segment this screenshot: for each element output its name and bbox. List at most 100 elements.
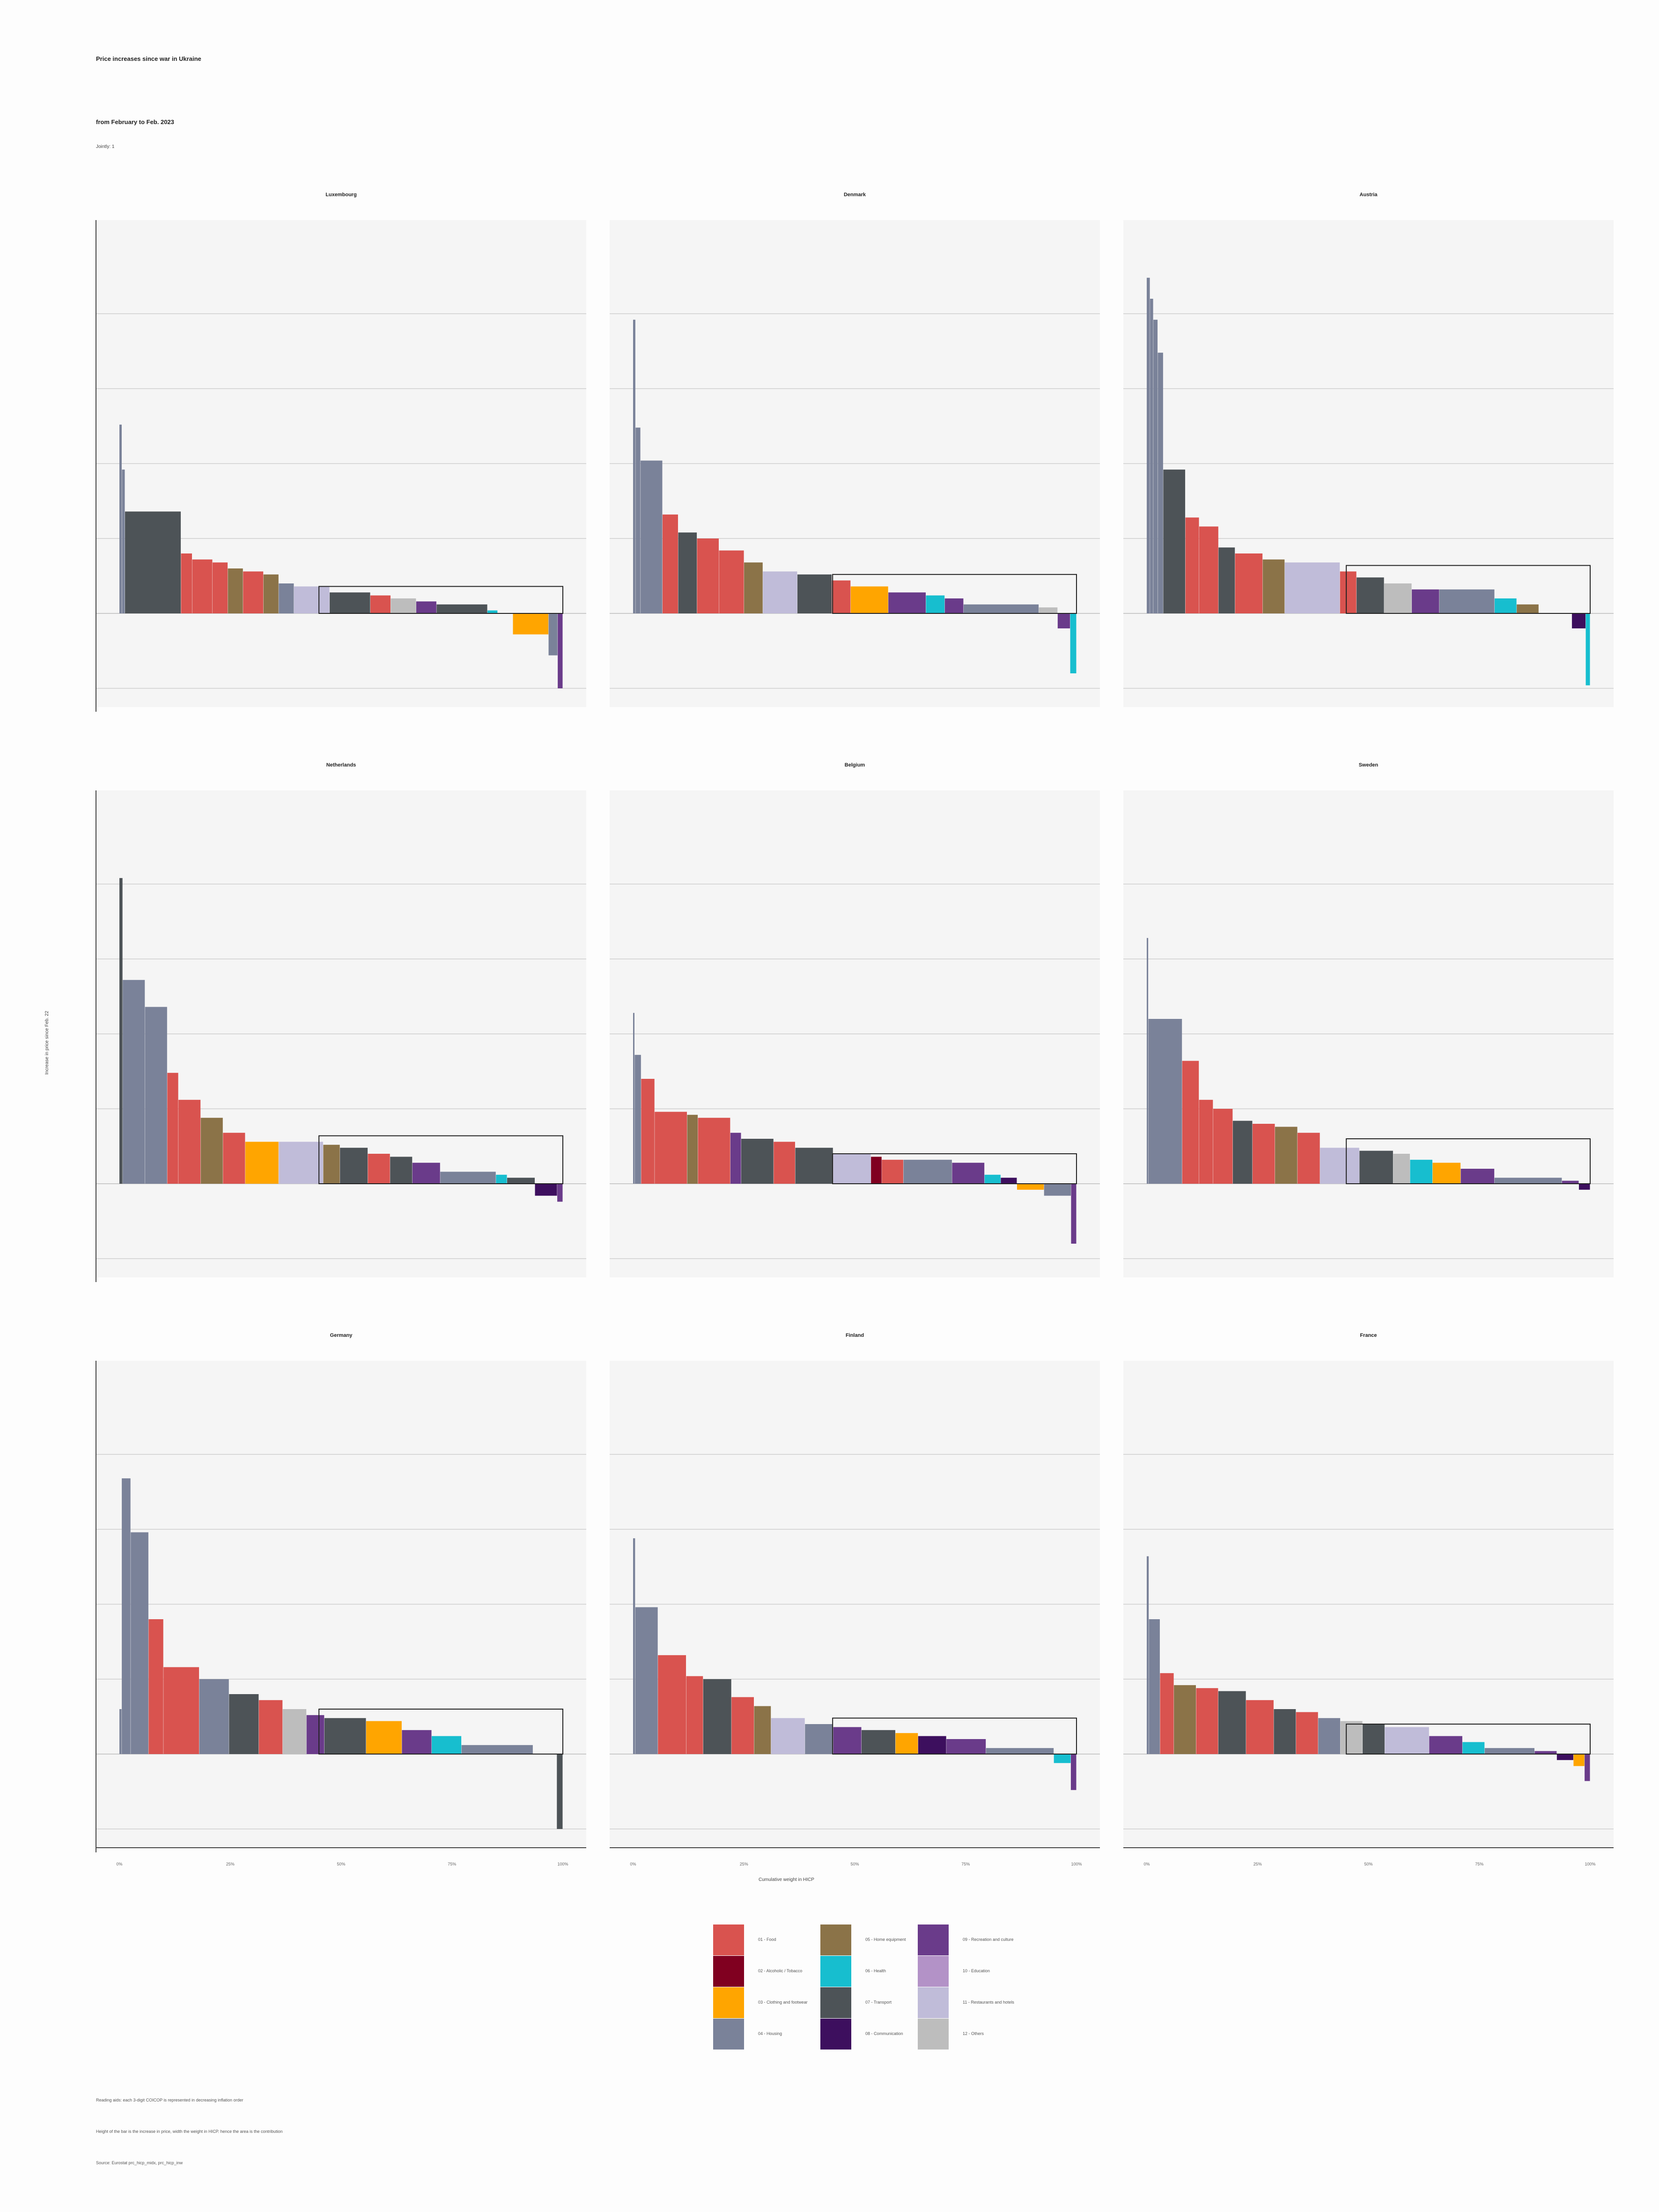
- bar-recreation: [557, 1184, 563, 1202]
- bar-transport: [1359, 1150, 1393, 1184]
- x-tick-label: 0%: [116, 1862, 123, 1866]
- legend-swatch: [820, 1924, 851, 1955]
- legend-swatch: [713, 1987, 744, 2018]
- average-inflation-box: [832, 1153, 1077, 1184]
- bar-food: [1199, 526, 1218, 613]
- bar-food: [258, 1700, 283, 1754]
- average-inflation-box: [318, 1135, 563, 1184]
- bar-communication: [918, 1736, 946, 1754]
- panel-plot: [1123, 884, 1614, 1259]
- legend-label: 05 - Home equipment: [865, 1937, 906, 1942]
- panel-belgium: [610, 790, 1100, 1277]
- bar-housing: [122, 1478, 131, 1754]
- bar-clothing: [1017, 1184, 1044, 1190]
- legend-swatch: [820, 1987, 851, 2018]
- bar-recreation: [1460, 1169, 1495, 1184]
- bar-housing: [635, 1607, 658, 1754]
- bar-food: [368, 1154, 390, 1184]
- bar-health: [1054, 1754, 1071, 1763]
- bar-recreation: [946, 1739, 986, 1754]
- x-tick-label: 25%: [1253, 1862, 1262, 1866]
- bar-food: [697, 538, 719, 613]
- bar-misc: [1393, 1154, 1410, 1184]
- bar-housing: [633, 1538, 635, 1754]
- x-tick-label: 25%: [226, 1862, 235, 1866]
- bar-housing: [1158, 353, 1163, 613]
- bar-recreation: [1070, 1754, 1077, 1790]
- x-tick-label: 75%: [961, 1862, 970, 1866]
- x-tick-label: 100%: [1585, 1862, 1596, 1866]
- panel-luxembourg: [96, 220, 586, 712]
- bar-housing: [1318, 1718, 1341, 1754]
- bar-housing: [633, 1013, 634, 1184]
- bar-transport: [861, 1730, 895, 1754]
- bar-recreation: [1585, 1754, 1590, 1781]
- bar-food: [243, 571, 264, 613]
- bar-transport: [678, 532, 697, 613]
- panel-title-belgium: Belgium: [844, 762, 865, 768]
- panel-title-netherlands: Netherlands: [326, 762, 356, 768]
- bar-misc: [391, 598, 416, 613]
- chart-title: Price increases since war in Ukraine: [96, 55, 201, 62]
- bar-food: [719, 550, 744, 613]
- panel-plot: [610, 884, 1100, 1259]
- bar-health: [1410, 1159, 1433, 1184]
- bar-misc: [1039, 607, 1058, 613]
- x-tick-label: 0%: [630, 1862, 636, 1866]
- bar-food: [1252, 1124, 1275, 1184]
- panel-title-sweden: Sweden: [1358, 762, 1379, 768]
- bar-food: [774, 1142, 795, 1184]
- legend-label: 06 - Health: [865, 1969, 886, 1973]
- bar-housing: [634, 1054, 641, 1184]
- bar-recreation: [1412, 589, 1439, 613]
- bar-misc: [282, 1709, 307, 1754]
- bar-housing: [903, 1159, 952, 1184]
- bar-furnishings: [263, 574, 279, 613]
- bar-clothing: [850, 586, 888, 613]
- legend-swatch: [820, 1956, 851, 1987]
- legend-swatch: [918, 1924, 949, 1955]
- average-inflation-box: [318, 586, 563, 614]
- panel-sweden: [1123, 790, 1614, 1277]
- bar-recreation: [833, 1727, 862, 1754]
- panel-plot: [1123, 1454, 1614, 1848]
- bar-food: [192, 559, 213, 613]
- footnote-source: Source: Eurostat prc_hicp_midx, prc_hicp…: [96, 2160, 183, 2165]
- bar-communication: [1572, 613, 1586, 628]
- bar-recreation: [1429, 1736, 1462, 1754]
- bar-restaurants: [1320, 1148, 1359, 1184]
- bar-housing: [119, 1709, 122, 1754]
- bar-transport: [1163, 469, 1186, 613]
- panel-title-austria: Austria: [1359, 192, 1378, 198]
- bar-transport: [436, 604, 487, 613]
- panel-austria: [1123, 220, 1614, 707]
- bar-housing: [1148, 1019, 1182, 1184]
- bar-food: [686, 1676, 703, 1754]
- bar-housing: [805, 1724, 833, 1754]
- bar-housing: [1484, 1748, 1534, 1754]
- bar-furnishings: [744, 562, 763, 613]
- bar-recreation: [944, 598, 964, 613]
- bar-housing: [123, 980, 145, 1184]
- panel-title-finland: Finland: [845, 1333, 864, 1338]
- bar-transport: [1232, 1121, 1253, 1184]
- y-axis-label: Increase in price since Feb. 22: [44, 1010, 50, 1075]
- average-inflation-box: [1346, 1138, 1591, 1184]
- bar-health: [1585, 613, 1590, 686]
- bar-housing: [199, 1679, 229, 1754]
- bar-food: [731, 1697, 754, 1754]
- bar-food: [1185, 517, 1199, 613]
- bar-food: [658, 1655, 686, 1754]
- bar-housing: [122, 469, 125, 613]
- bar-food: [882, 1159, 903, 1184]
- bar-clothing: [245, 1142, 279, 1184]
- bar-recreation: [1562, 1180, 1579, 1184]
- bar-alcohol: [871, 1157, 882, 1184]
- bar-recreation: [952, 1163, 985, 1184]
- bar-furnishings: [1262, 559, 1285, 613]
- bar-transport: [125, 511, 181, 613]
- bar-furnishings: [1174, 1685, 1196, 1754]
- bar-health: [431, 1736, 462, 1754]
- bar-recreation: [306, 1715, 324, 1754]
- bar-transport: [229, 1694, 259, 1754]
